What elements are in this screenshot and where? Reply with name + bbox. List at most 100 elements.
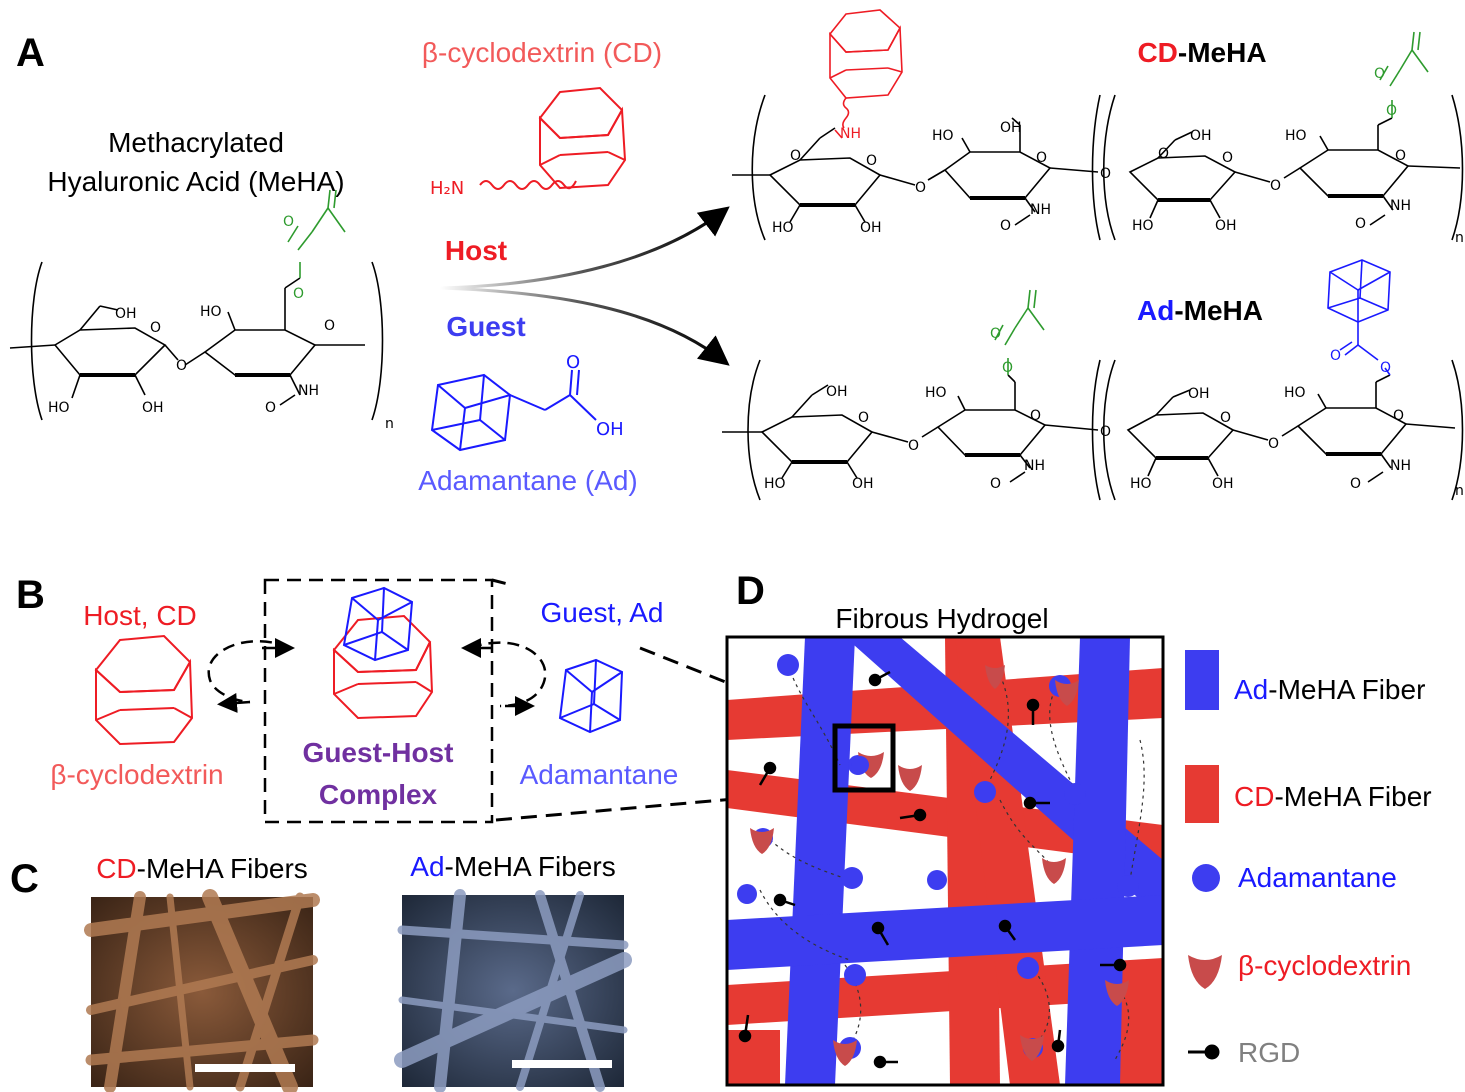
ad-meha-structure — [722, 359, 1464, 501]
ad-meha-o2: O — [908, 438, 919, 454]
ad-meha-o-green1: O — [1002, 360, 1013, 376]
ad-meha-nh2: NH — [1390, 458, 1411, 474]
ad-meha-o-blue2: O — [1380, 360, 1391, 376]
cd-meha-methacrylate — [1379, 31, 1429, 118]
ad-meha-o3: O — [1030, 408, 1041, 424]
cd-meha-oh1: OH — [860, 220, 882, 236]
meha-title-line1: Methacrylated — [108, 127, 284, 158]
eq-left-head2 — [217, 692, 251, 713]
meha-o-amide: O — [265, 400, 276, 416]
complex-box — [263, 578, 494, 824]
cd-meha-structure — [732, 94, 1464, 241]
ad-fibers-image — [394, 889, 632, 1092]
legend-ad-prefix: Ad — [1234, 674, 1268, 705]
h2n-label: H₂N — [430, 178, 464, 199]
hydrogel-network — [727, 637, 1163, 1085]
legend-cd-swatch — [1188, 955, 1222, 989]
ad-meha-o6: O — [1220, 410, 1231, 426]
legend: Ad-MeHA Fiber CD-MeHA Fiber Adamantane β… — [1185, 650, 1432, 1068]
complex-line2: Complex — [319, 779, 438, 810]
meha-nh: NH — [298, 383, 319, 399]
cd-meha-o5: O — [1000, 218, 1011, 234]
cd-fibers-prefix: CD — [96, 853, 136, 884]
meha-structure — [9, 261, 384, 421]
legend-ad-suffix: -MeHA Fiber — [1268, 674, 1425, 705]
meha-o-green1: O — [283, 214, 294, 230]
ad-meha-o9: O — [1350, 476, 1361, 492]
legend-adamantane-swatch — [1192, 864, 1220, 892]
legend-cd-prefix: CD — [1234, 781, 1274, 812]
ad-meha-methacrylate — [994, 289, 1045, 375]
cd-meha-o1: O — [790, 148, 801, 164]
ad-meha-ho2: HO — [925, 385, 947, 401]
ad-meha-oh3: OH — [1188, 386, 1210, 402]
hydrogel-frame — [725, 635, 1165, 1087]
meha-n-sub: n — [385, 416, 394, 432]
meha-ho-2: HO — [200, 304, 222, 320]
complex-structure — [332, 586, 434, 720]
ad-meha-o1: O — [858, 410, 869, 426]
cd-meha-nh2: NH — [1390, 198, 1411, 214]
meha-o-link: O — [176, 358, 187, 374]
ad-meha-ho4: HO — [1284, 385, 1306, 401]
cd-fibers-suffix: -MeHA Fibers — [137, 853, 308, 884]
cd-meha-title: CD-MeHA — [1137, 37, 1266, 68]
meha-o-ring2: O — [324, 318, 335, 334]
ad-meha-oh4: OH — [1212, 476, 1234, 492]
ad-scale-bar — [512, 1060, 612, 1068]
meha-o-ring1: O — [150, 320, 161, 336]
cd-scale-bar — [195, 1064, 295, 1072]
ad-fibers-suffix: -MeHA Fibers — [445, 851, 616, 882]
legend-adamantane: Adamantane — [1238, 862, 1397, 893]
cd-structure-b — [94, 634, 194, 746]
zoom-line-box-top — [491, 578, 509, 586]
meha-methacrylate — [287, 189, 346, 278]
arrow-to-ad-meha — [439, 286, 730, 366]
adamantane-label-b: Adamantane — [520, 759, 679, 790]
cd-meha-o2: O — [866, 153, 877, 169]
ad-meha-ad-group — [1327, 259, 1391, 376]
ad-meha-title: Ad-MeHA — [1137, 295, 1263, 326]
equilibrium-arrow-left — [207, 639, 291, 704]
ad-meha-n: n — [1455, 483, 1464, 499]
cd-meha-ho1: HO — [772, 220, 794, 236]
cd-meha-o11: O — [1355, 216, 1366, 232]
panel-c-letter: C — [10, 857, 39, 901]
cd-meha-oh4: OH — [1215, 218, 1237, 234]
cd-meha-ho4: HO — [1285, 128, 1307, 144]
legend-rgd: RGD — [1238, 1037, 1300, 1068]
cd-meha-ho2: HO — [932, 128, 954, 144]
cd-meha-nh-red: NH — [840, 126, 861, 142]
ad-meha-o-green2: O — [990, 326, 1001, 342]
ad-meha-oh1: OH — [826, 384, 848, 400]
cd-title: β-cyclodextrin (CD) — [422, 37, 662, 68]
cd-meha-ho3: HO — [1132, 218, 1154, 234]
cd-meha-nh1: NH — [1030, 202, 1051, 218]
fibrous-hydrogel-title: Fibrous Hydrogel — [835, 603, 1048, 634]
cd-structure-a — [479, 86, 627, 190]
cd-meha-o8: O — [1222, 150, 1233, 166]
ad-meha-prefix: Ad — [1137, 295, 1174, 326]
cd-meha-o-green: O — [1386, 103, 1397, 119]
ad-meha-o5: O — [1100, 424, 1111, 440]
ad-meha-oh2: OH — [852, 476, 874, 492]
panel-a-letter: A — [16, 31, 45, 75]
meha-oh: OH — [115, 306, 137, 322]
cd-meha-oh3: OH — [1190, 128, 1212, 144]
cd-meha-o10: O — [1395, 148, 1406, 164]
ad-fibers-prefix: Ad — [410, 851, 444, 882]
meha-o-green2: O — [293, 286, 304, 302]
equilibrium-arrow-right — [469, 641, 547, 708]
meha-oh-2: OH — [142, 400, 164, 416]
guest-label: Guest — [446, 311, 525, 342]
cd-meha-suffix: -MeHA — [1178, 37, 1267, 68]
legend-cyclodextrin: β-cyclodextrin — [1238, 950, 1411, 981]
cd-meha-o9: O — [1270, 178, 1281, 194]
legend-cd-suffix: -MeHA Fiber — [1274, 781, 1431, 812]
cd-meha-oh2: OH — [1000, 120, 1022, 136]
cd-meha-o3: O — [915, 180, 926, 196]
ad-meha-o4: O — [990, 476, 1001, 492]
ad-structure-b — [558, 658, 624, 734]
ad-meha-nh1: NH — [1024, 458, 1045, 474]
